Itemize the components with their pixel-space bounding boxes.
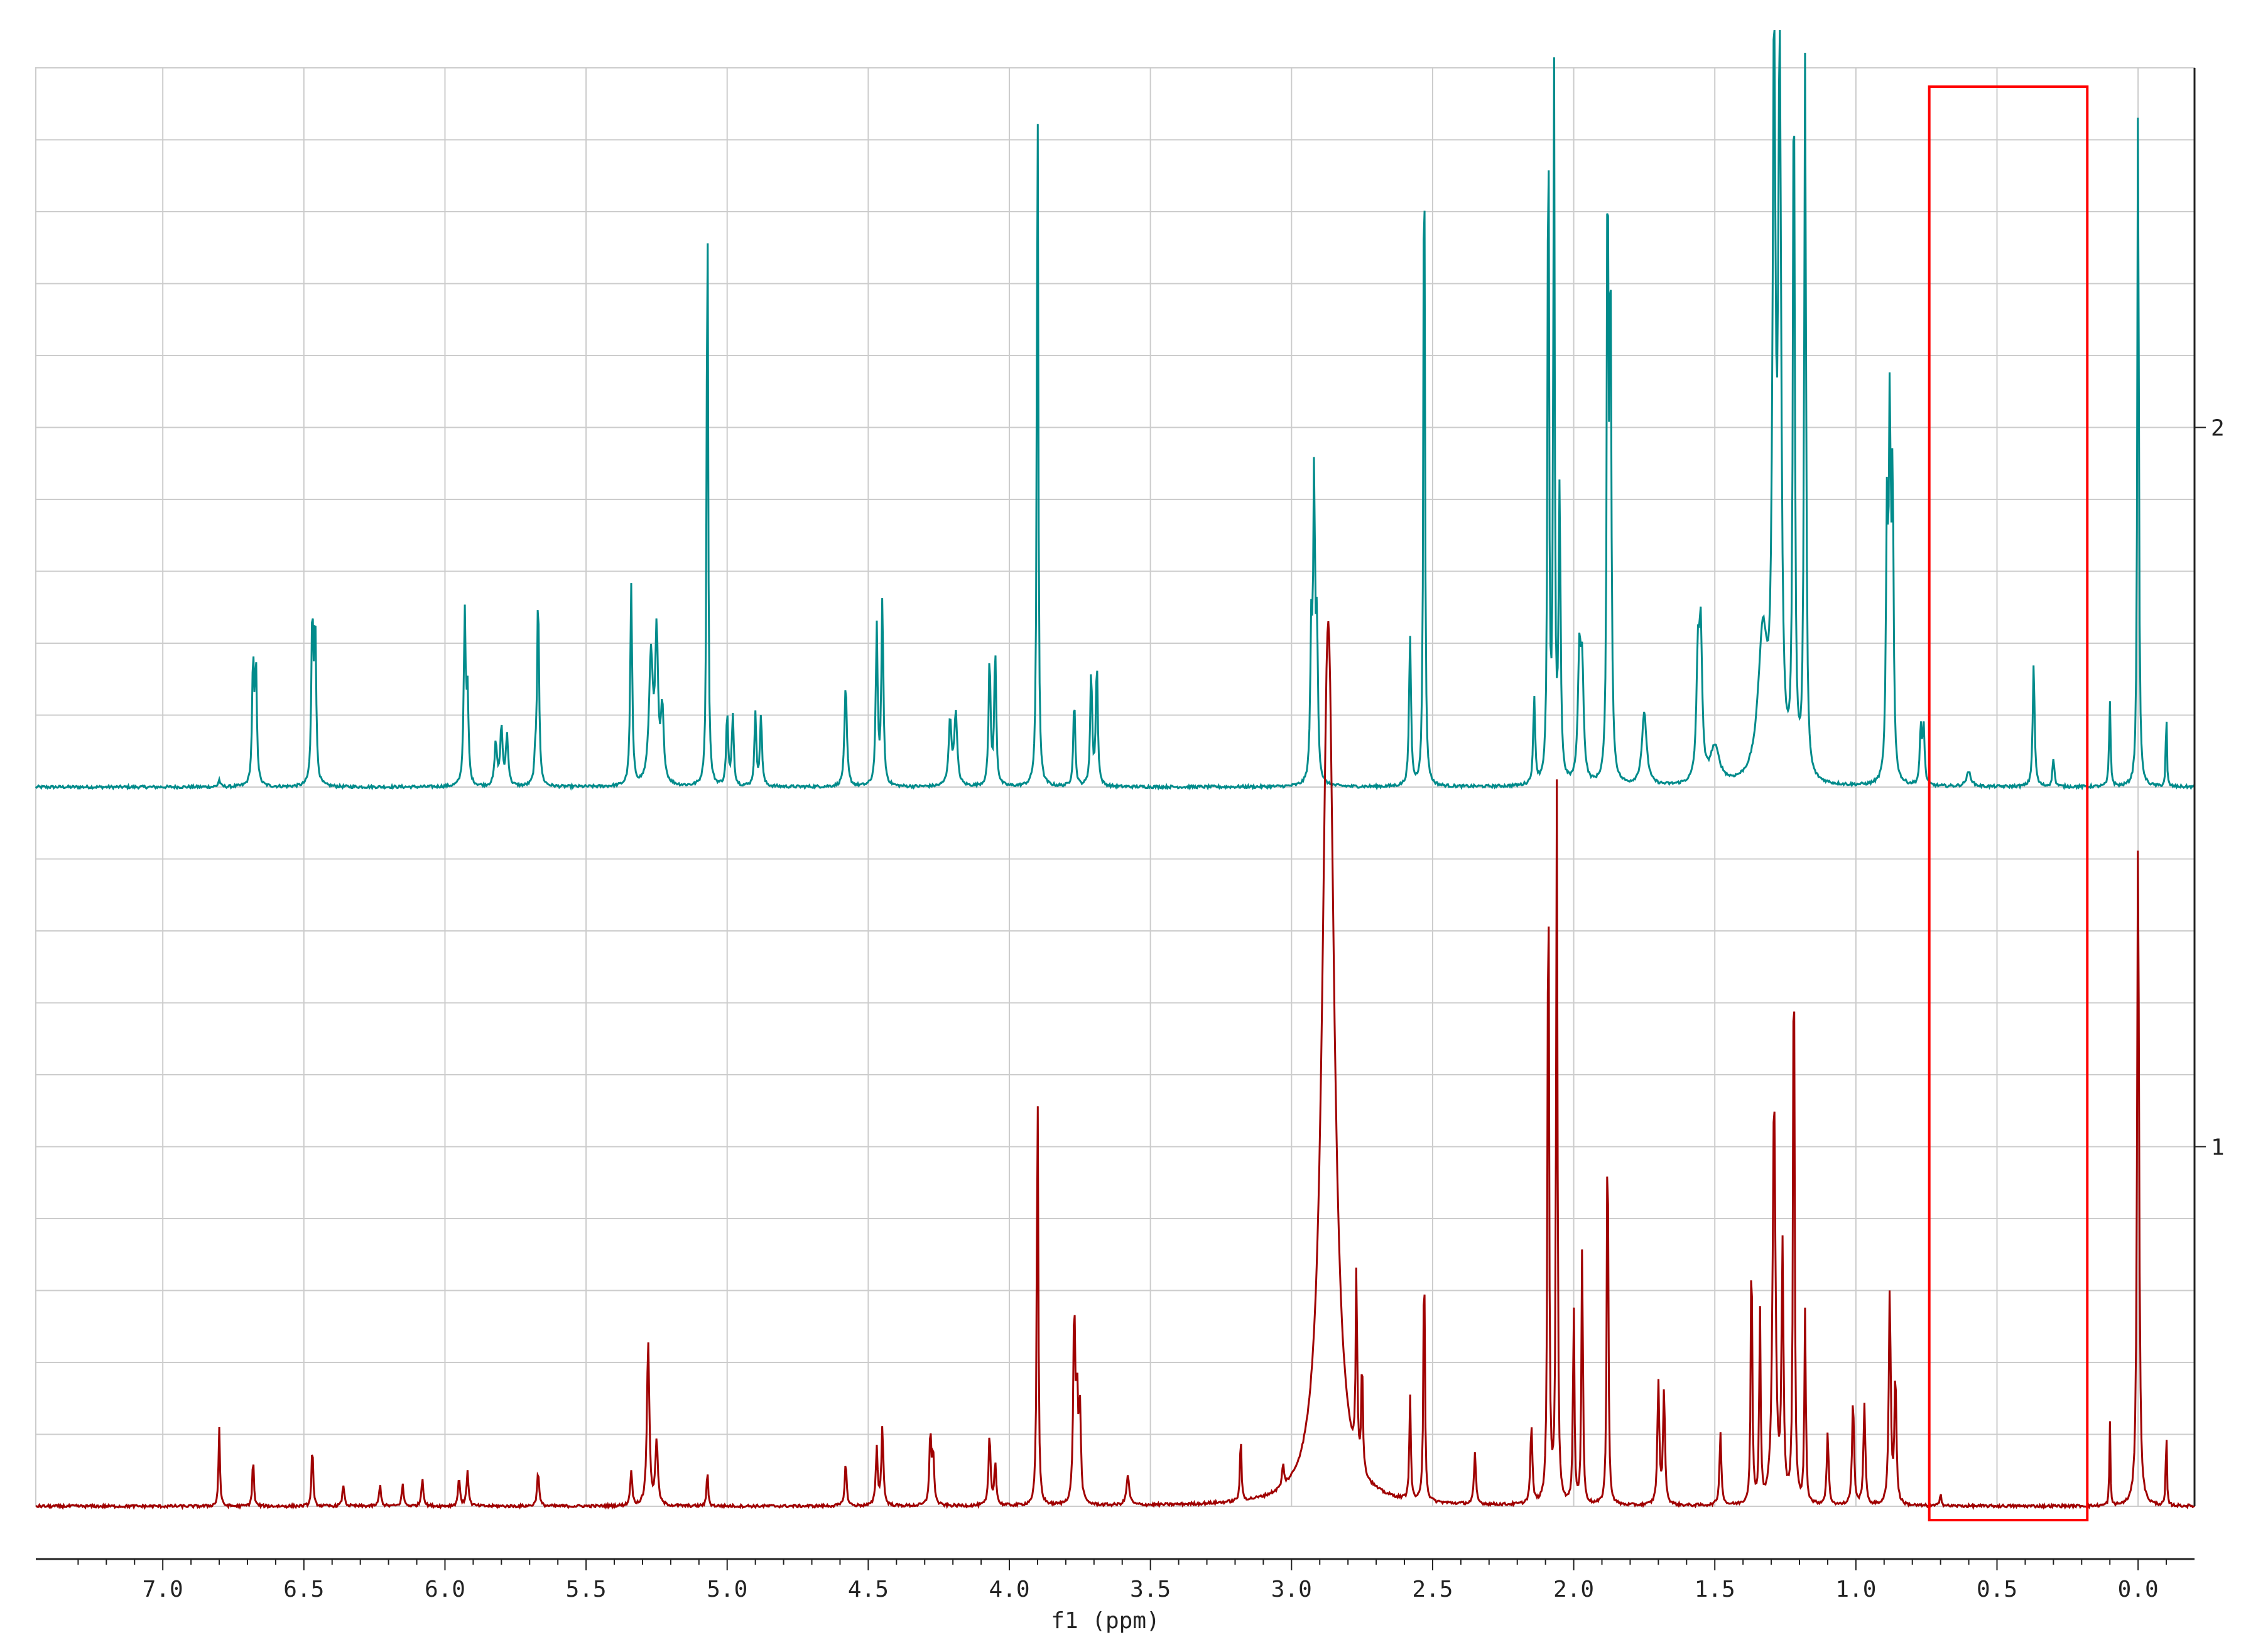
x-tick-label: 6.5 <box>283 1577 324 1602</box>
spectrum-trace-1 <box>35 621 2195 1511</box>
y-tick-label: 1 <box>2211 1135 2225 1161</box>
y-tick-label: 2 <box>2211 416 2225 442</box>
x-tick-label: 4.5 <box>848 1577 889 1602</box>
x-tick-label: 5.0 <box>707 1577 747 1602</box>
highlight-box <box>1928 85 2089 1521</box>
x-tick-label: 3.5 <box>1130 1577 1171 1602</box>
x-tick-label: 0.5 <box>1977 1577 2017 1602</box>
grid-lines <box>36 68 2195 1506</box>
x-tick-label: 0.0 <box>2118 1577 2159 1602</box>
spectrum-trace-2 <box>35 30 2195 791</box>
x-tick-label: 1.5 <box>1695 1577 1735 1602</box>
x-axis-title: f1 (ppm) <box>1051 1608 1159 1634</box>
x-tick-label: 1.0 <box>1835 1577 1876 1602</box>
axes <box>36 68 2196 1560</box>
x-tick-label: 2.0 <box>1553 1577 1594 1602</box>
x-tick-label: 3.0 <box>1271 1577 1312 1602</box>
x-tick-label: 5.5 <box>566 1577 607 1602</box>
x-tick-label: 7.0 <box>143 1577 183 1602</box>
x-tick-label: 4.0 <box>989 1577 1030 1602</box>
x-axis-ticks: 7.0 6.5 6.0 5.5 5.0 4.5 4.0 3.5 3.0 2.5 2.0 1.5 1.0 0… <box>77 1559 2168 1602</box>
spectra-traces <box>35 30 2195 1511</box>
x-tick-label: 6.0 <box>425 1577 465 1602</box>
y-axis-ticks: 21 <box>2195 416 2225 1161</box>
x-tick-label: 2.5 <box>1412 1577 1453 1602</box>
